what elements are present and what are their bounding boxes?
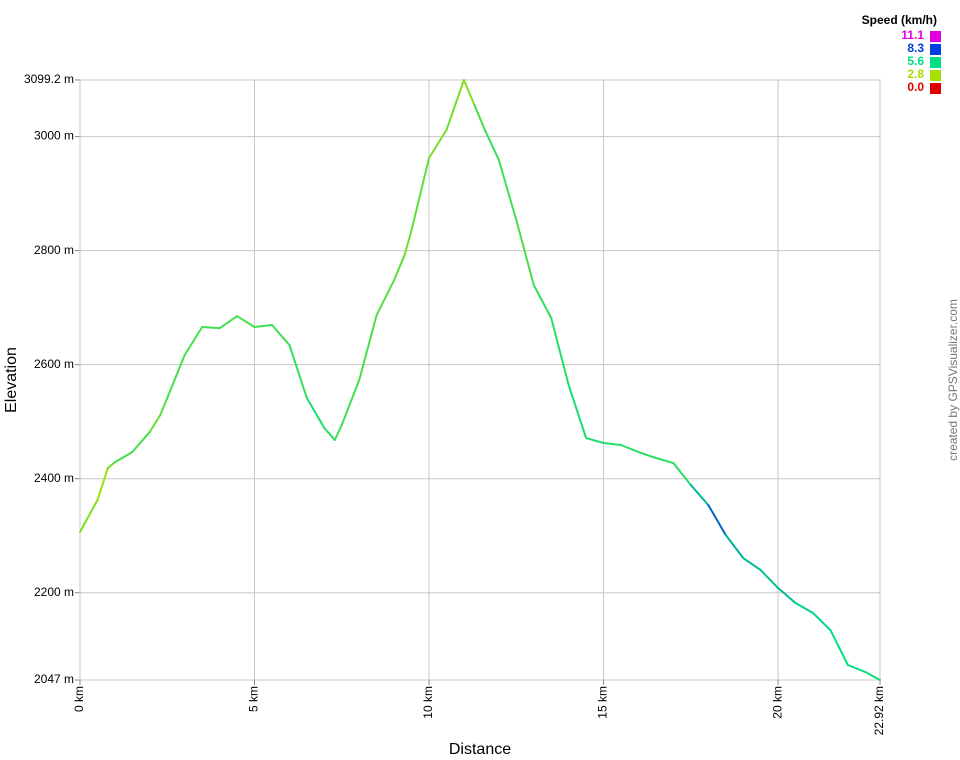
elevation-segment: [455, 79, 465, 102]
credit: created by GPSVisualizer.com: [946, 299, 960, 461]
elevation-segment: [428, 129, 448, 160]
legend-swatch: [930, 44, 941, 55]
elevation-segment: [515, 218, 535, 286]
y-tick-label: 2400 m: [34, 471, 74, 485]
legend-swatch: [930, 57, 941, 68]
legend-label: 2.8: [907, 67, 924, 81]
elevation-segment: [445, 99, 458, 132]
elevation-segment: [236, 315, 256, 329]
elevation-segment: [131, 430, 151, 454]
elevation-segment: [201, 326, 221, 330]
plot-frame: [79, 79, 881, 681]
elevation-segment: [79, 499, 99, 534]
elevation-segment: [106, 461, 116, 470]
elevation-segment: [340, 379, 361, 426]
legend-label: 5.6: [907, 54, 924, 68]
legend-swatch: [930, 70, 941, 81]
legend-label: 8.3: [907, 41, 924, 55]
elevation-segment: [637, 451, 657, 460]
elevation-segment: [288, 344, 308, 400]
legend-label: 0.0: [907, 80, 924, 94]
elevation-segment: [497, 159, 518, 221]
elevation-segment: [846, 664, 867, 674]
x-axis-label: Distance: [449, 741, 511, 758]
elevation-segment: [829, 629, 849, 667]
elevation-segment: [323, 427, 336, 441]
elevation-segment: [403, 229, 413, 257]
x-tick-label: 15 km: [596, 686, 610, 719]
elevation-segment: [724, 533, 745, 560]
elevation-segment: [742, 557, 762, 572]
elevation-segment: [654, 457, 675, 465]
elevation-segment: [410, 157, 431, 232]
elevation-segment: [620, 444, 640, 454]
elevation-segment: [159, 397, 169, 417]
elevation-segment: [253, 324, 273, 329]
elevation-segment: [148, 414, 162, 433]
legend-swatch: [930, 83, 941, 94]
elevation-segment: [532, 283, 553, 320]
elevation-segment: [166, 354, 186, 400]
elevation-segment: [550, 317, 570, 387]
elevation-segment: [473, 103, 486, 132]
y-tick-label: 3099.2 m: [24, 72, 74, 86]
elevation-segment: [567, 384, 588, 440]
x-tick-label: 20 km: [770, 686, 784, 719]
x-tick-label: 0 km: [72, 686, 86, 712]
elevation-segment: [270, 324, 291, 347]
elevation-segment: [96, 467, 109, 502]
elevation-segment: [358, 314, 378, 381]
elevation-segment: [585, 437, 605, 445]
elevation-segment: [707, 503, 727, 536]
y-axis-label: Elevation: [3, 347, 20, 413]
y-tick-label: 2200 m: [34, 585, 74, 599]
legend-label: 11.1: [901, 28, 924, 42]
legend-swatch: [930, 31, 941, 42]
elevation-segment: [794, 602, 814, 614]
elevation-segment: [672, 462, 692, 486]
x-tick-label: 10 km: [421, 686, 435, 719]
elevation-segment: [305, 397, 326, 430]
x-tick-label: 5 km: [247, 686, 261, 712]
legend-title: Speed (km/h): [862, 13, 937, 27]
elevation-segment: [811, 611, 832, 632]
elevation-segment: [113, 451, 134, 464]
elevation-segment: [759, 569, 780, 590]
elevation-segment: [218, 315, 239, 330]
elevation-segment: [483, 129, 500, 162]
elevation-segment: [462, 79, 476, 106]
y-tick-label: 2047 m: [34, 672, 74, 686]
y-tick-label: 3000 m: [34, 129, 74, 143]
y-tick-label: 2800 m: [34, 243, 74, 257]
elevation-segment: [333, 423, 343, 441]
elevation-segment: [602, 442, 623, 447]
elevation-segment: [689, 483, 710, 506]
x-tick-label: 22.92 km: [872, 686, 886, 735]
elevation-segment: [393, 254, 406, 282]
elevation-segment: [777, 587, 797, 605]
elevation-segment: [864, 671, 881, 681]
elevation-segment: [183, 326, 204, 357]
elevation-segment: [375, 279, 396, 317]
y-tick-label: 2600 m: [34, 357, 74, 371]
